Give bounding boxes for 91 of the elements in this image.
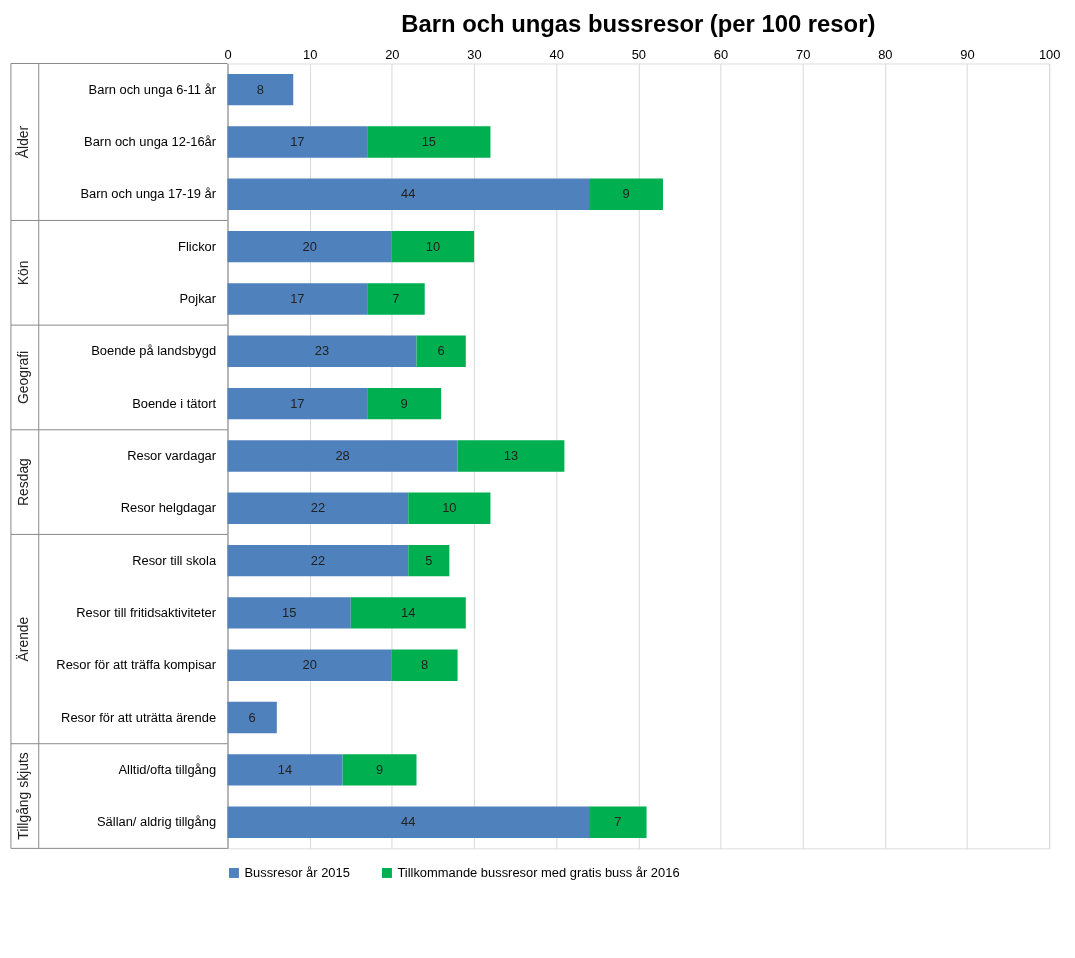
data-label: 10 <box>442 500 457 516</box>
text: Kön <box>14 260 31 286</box>
bar <box>367 283 425 315</box>
x-tick-label: 0 <box>224 47 232 63</box>
bar <box>342 754 417 786</box>
x-tick-label: 90 <box>960 47 975 63</box>
text: Tillgång skjuts <box>14 752 31 840</box>
x-tick-label: 80 <box>878 47 893 63</box>
data-label: 20 <box>302 238 317 254</box>
data-label: 17 <box>290 395 305 411</box>
x-tick-label: 20 <box>385 47 400 63</box>
text: Resdag <box>14 458 31 507</box>
data-label: 17 <box>290 290 305 306</box>
bar <box>391 649 458 681</box>
data-label: 20 <box>302 657 317 673</box>
data-label: 5 <box>425 552 433 568</box>
bar <box>589 178 663 211</box>
x-tick-label: 30 <box>467 47 482 63</box>
bar <box>227 230 392 263</box>
y-tick-label: Alltid/ofta tillgång <box>118 761 217 777</box>
y-tick-label: Barn och unga 12-16år <box>84 133 217 149</box>
bar <box>227 283 368 315</box>
data-label: 28 <box>335 447 350 463</box>
data-label: 22 <box>310 500 326 516</box>
data-label: 7 <box>614 814 622 830</box>
bar <box>367 126 491 158</box>
y-tick-label: Barn och unga 6-11 år <box>88 81 217 97</box>
data-label: 23 <box>314 343 330 359</box>
x-tick-label: 100 <box>1038 47 1061 63</box>
data-label: 22 <box>310 552 326 568</box>
bar <box>416 335 466 367</box>
y-tick-label: Sällan/ aldrig tillgång <box>96 814 217 830</box>
y-tick-label: Resor helgdagar <box>120 500 217 516</box>
text: Ålder <box>14 125 31 159</box>
data-label: 7 <box>392 290 400 306</box>
data-label: 15 <box>281 604 297 620</box>
x-tick-label: 10 <box>303 47 318 63</box>
data-label: 14 <box>277 761 293 777</box>
bar <box>227 73 294 106</box>
y-tick-label: Boende på landsbygd <box>91 343 217 359</box>
bar <box>408 544 450 577</box>
bar <box>589 806 647 838</box>
bar <box>227 387 368 420</box>
chart-title: Barn och ungas bussresor (per 100 resor) <box>401 9 876 37</box>
x-tick-label: 50 <box>631 47 647 63</box>
y-tick-label: Boende i tätort <box>132 395 217 411</box>
data-label: 6 <box>437 343 445 359</box>
data-label: 9 <box>375 761 384 777</box>
bar <box>227 701 277 734</box>
x-tick-label: 60 <box>713 47 729 63</box>
y-tick-label: Resor för att träffa kompisar <box>56 657 217 673</box>
text: Ärende <box>14 616 31 662</box>
y-tick-label: Resor vardagar <box>127 447 217 463</box>
data-label: 13 <box>503 447 519 463</box>
legend-label: Tillkommande bussresor med gratis buss år 2016 <box>397 864 680 880</box>
bar <box>408 492 491 524</box>
data-label: 6 <box>248 709 256 725</box>
y-tick-label: Flickor <box>178 238 217 254</box>
y-tick-label: Resor till fritidsaktiviteter <box>76 604 217 620</box>
text: Geografi <box>14 350 31 405</box>
bar <box>227 649 392 681</box>
bar <box>227 126 368 158</box>
bar <box>227 544 409 577</box>
bar <box>227 440 458 472</box>
bar <box>227 178 590 211</box>
data-label: 9 <box>622 186 630 202</box>
bar <box>457 440 565 472</box>
x-tick-label: 70 <box>795 47 811 63</box>
bar <box>350 597 466 629</box>
data-label: 17 <box>290 133 305 149</box>
y-tick-label: Resor för att uträtta ärende <box>61 709 217 725</box>
y-tick-label: Resor till skola <box>132 552 217 568</box>
y-tick-label: Barn och unga 17-19 år <box>80 186 217 202</box>
bar <box>227 806 590 838</box>
data-label: 15 <box>421 133 436 149</box>
bar <box>367 387 442 420</box>
y-tick-label: Pojkar <box>179 290 217 306</box>
data-label: 9 <box>400 395 408 411</box>
data-label: 14 <box>401 604 416 620</box>
data-label: 10 <box>425 238 441 254</box>
bar <box>391 230 475 263</box>
x-tick-label: 40 <box>549 47 564 63</box>
bar <box>227 335 417 367</box>
data-label: 44 <box>401 814 416 830</box>
data-label: 8 <box>256 81 264 97</box>
bar <box>227 754 343 786</box>
bar <box>227 597 351 629</box>
legend-label: Bussresor år 2015 <box>244 864 350 880</box>
data-label: 44 <box>401 186 416 202</box>
data-label: 8 <box>421 657 429 673</box>
bar <box>227 492 409 524</box>
